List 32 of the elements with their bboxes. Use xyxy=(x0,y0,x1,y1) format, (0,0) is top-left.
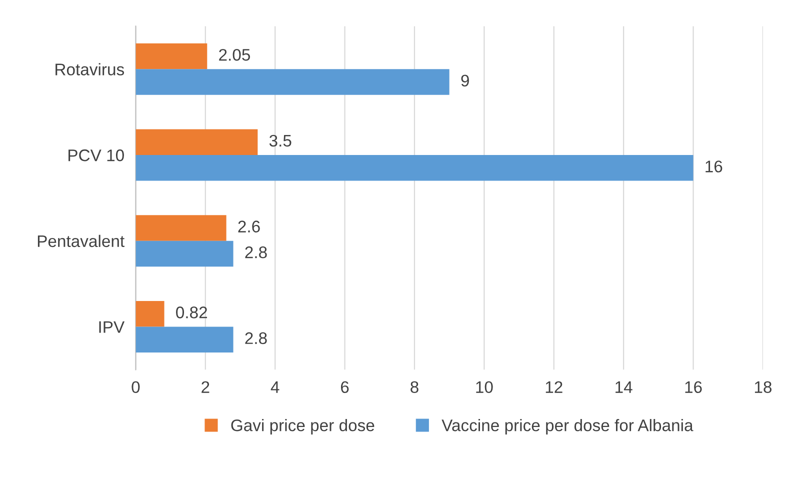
x-tick-label: 8 xyxy=(410,381,418,394)
data-label: 2.8 xyxy=(245,332,267,344)
x-tick-label: 0 xyxy=(132,381,140,394)
data-label: 2.05 xyxy=(219,48,250,61)
x-tick-label: 12 xyxy=(546,381,562,393)
data-label: 0.82 xyxy=(176,306,207,318)
data-label: 2.8 xyxy=(245,246,267,258)
bar xyxy=(136,69,450,95)
x-tick-label: 4 xyxy=(270,381,280,393)
bar xyxy=(136,215,226,241)
x-tick-label: 6 xyxy=(341,381,349,394)
bar xyxy=(136,240,234,267)
bar xyxy=(136,155,694,181)
x-tick-label: 10 xyxy=(476,381,493,394)
bar xyxy=(136,43,208,70)
x-tick-label: 18 xyxy=(754,381,772,394)
y-tick-label: IPV xyxy=(99,321,125,333)
x-tick-label: 2 xyxy=(202,381,210,393)
x-tick-label: 16 xyxy=(685,381,702,394)
y-tick-label: Pentavalent xyxy=(38,234,124,248)
legend-label: Gavi price per dose xyxy=(231,419,374,435)
y-tick-label: Rotavirus xyxy=(56,63,124,76)
bar xyxy=(136,326,234,353)
y-tick-label: PCV 10 xyxy=(68,149,124,162)
data-label: 2.6 xyxy=(238,220,260,232)
bar xyxy=(136,300,164,327)
data-label: 16 xyxy=(706,160,722,172)
x-tick-label: 14 xyxy=(616,381,632,393)
bar xyxy=(136,129,258,156)
legend-label: Vaccine price per dose for Albania xyxy=(442,419,694,435)
data-label: 9 xyxy=(461,74,469,87)
data-label: 3.5 xyxy=(269,134,292,147)
